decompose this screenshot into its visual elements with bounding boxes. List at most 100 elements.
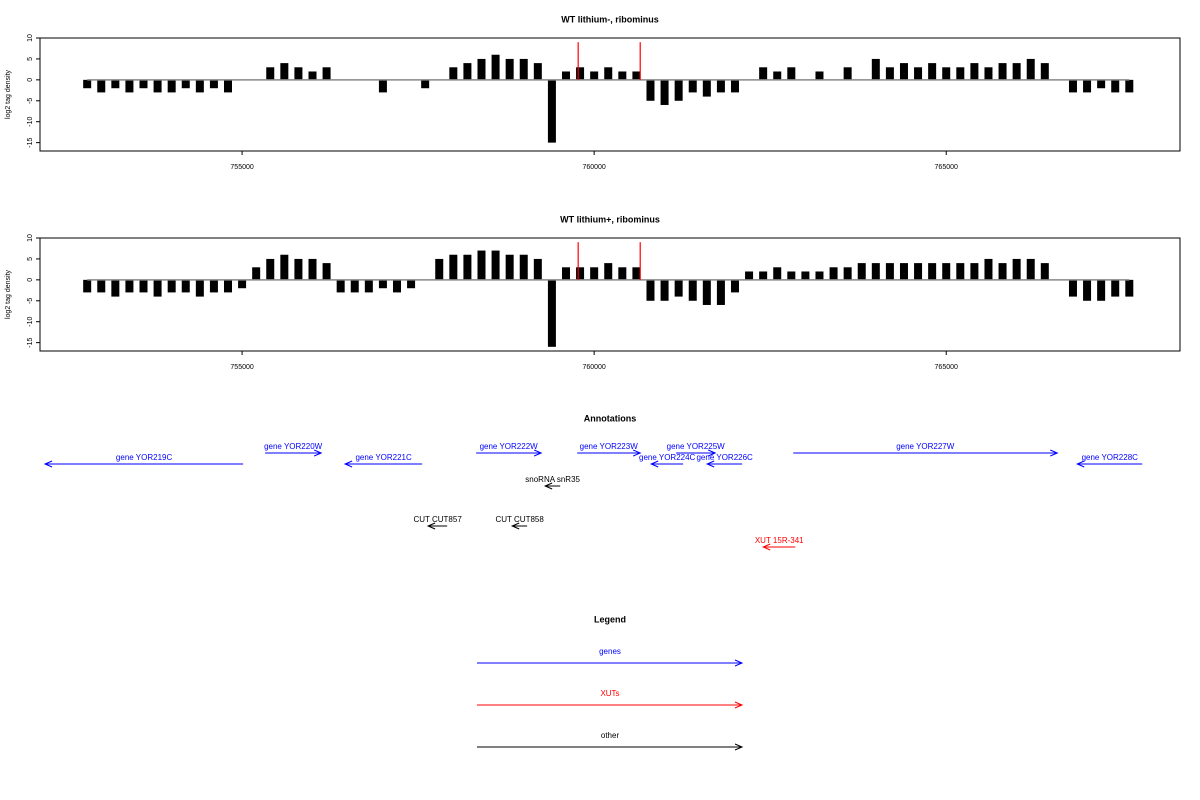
x-tick-label: 760000 xyxy=(582,364,605,371)
legend-label: XUTs xyxy=(600,689,619,698)
y-tick-label: 5 xyxy=(27,57,34,61)
feature-label: gene YOR223W xyxy=(580,442,639,451)
density-bar xyxy=(702,79,711,97)
density-bar xyxy=(336,279,345,293)
density-bar xyxy=(843,267,852,280)
density-bar xyxy=(505,58,514,80)
density-bar xyxy=(745,271,754,280)
density-bar xyxy=(871,263,880,280)
density-bar xyxy=(716,279,725,305)
y-tick-label: -15 xyxy=(27,137,34,147)
density-bar xyxy=(195,279,204,297)
y-tick-label: -15 xyxy=(27,337,34,347)
feature-arrow-head xyxy=(705,460,715,468)
density-bar xyxy=(1026,58,1035,80)
density-bar xyxy=(1097,79,1106,89)
density-bar xyxy=(111,279,120,297)
density-bar xyxy=(1111,279,1120,297)
density-bar xyxy=(815,71,824,80)
density-bar xyxy=(125,279,134,293)
density-bar xyxy=(871,58,880,80)
x-tick-label: 765000 xyxy=(935,364,958,371)
feature-arrow-head xyxy=(708,449,717,457)
density-bar xyxy=(209,279,218,293)
density-bar xyxy=(899,263,908,280)
density-bar xyxy=(928,63,937,80)
density-bar xyxy=(815,271,824,280)
density-bar xyxy=(1097,279,1106,301)
density-bar xyxy=(167,79,176,93)
density-bar xyxy=(1026,258,1035,280)
legend-label: genes xyxy=(599,647,621,656)
density-bar xyxy=(547,279,556,347)
feature-arrow-head xyxy=(761,543,771,551)
density-bar xyxy=(266,67,275,80)
feature-label: CUT CUT858 xyxy=(496,515,545,524)
y-tick-label: -10 xyxy=(27,317,34,327)
density-bar xyxy=(280,63,289,80)
density-bar xyxy=(688,79,697,93)
y-tick-label: 0 xyxy=(27,78,34,82)
feature-label: gene YOR228C xyxy=(1082,453,1139,462)
y-tick-label: 0 xyxy=(27,278,34,282)
density-bar xyxy=(449,67,458,80)
density-bar xyxy=(604,67,613,80)
density-bar xyxy=(561,71,570,80)
legend-arrow-head xyxy=(734,743,744,751)
feature-arrow-head xyxy=(343,460,353,468)
y-axis-label: log2 tag density xyxy=(5,269,12,319)
density-bar xyxy=(209,79,218,89)
feature-arrow-head xyxy=(426,522,436,530)
density-bar xyxy=(195,79,204,93)
density-bar xyxy=(956,263,965,280)
y-tick-label: 5 xyxy=(27,257,34,261)
density-bar xyxy=(632,267,641,280)
feature-arrow-head xyxy=(43,460,53,468)
density-bar xyxy=(716,79,725,93)
density-bar xyxy=(491,54,500,80)
y-tick-label: -5 xyxy=(27,298,34,304)
density-bar xyxy=(674,279,683,297)
legend-arrow-head xyxy=(734,701,744,709)
density-bar xyxy=(914,67,923,80)
density-bar xyxy=(1083,279,1092,301)
density-bar xyxy=(576,67,585,80)
x-tick-label: 760000 xyxy=(582,164,605,171)
density-bar xyxy=(801,271,810,280)
density-bar xyxy=(590,267,599,280)
feature-arrow-head xyxy=(1050,449,1059,457)
density-bar xyxy=(660,279,669,301)
density-bar xyxy=(702,279,711,305)
density-bar xyxy=(1083,79,1092,93)
density-bar xyxy=(224,79,233,93)
density-bar xyxy=(773,71,782,80)
density-bar xyxy=(378,79,387,93)
density-bar xyxy=(885,263,894,280)
density-bar xyxy=(984,67,993,80)
density-bar xyxy=(463,63,472,80)
density-bar xyxy=(83,79,92,89)
density-bar xyxy=(1068,79,1077,93)
density-bar xyxy=(1012,63,1021,80)
density-bar xyxy=(928,263,937,280)
density-bar xyxy=(392,279,401,293)
x-tick-label: 755000 xyxy=(230,164,253,171)
feature-label: gene YOR219C xyxy=(116,453,173,462)
y-tick-label: 10 xyxy=(27,234,34,242)
plot-frame xyxy=(39,237,1181,352)
density-bar xyxy=(547,79,556,143)
density-bar xyxy=(787,67,796,80)
density-bar xyxy=(956,67,965,80)
density-bar xyxy=(942,263,951,280)
feature-arrow-head xyxy=(510,522,520,530)
density-bar xyxy=(674,79,683,101)
legend-arrow-head xyxy=(734,659,744,667)
feature-label: CUT CUT857 xyxy=(413,515,462,524)
x-tick-label: 755000 xyxy=(230,364,253,371)
density-bar xyxy=(435,258,444,280)
density-bar xyxy=(463,254,472,280)
feature-label: gene YOR221C xyxy=(355,453,412,462)
density-bar xyxy=(561,267,570,280)
density-bar xyxy=(857,263,866,280)
